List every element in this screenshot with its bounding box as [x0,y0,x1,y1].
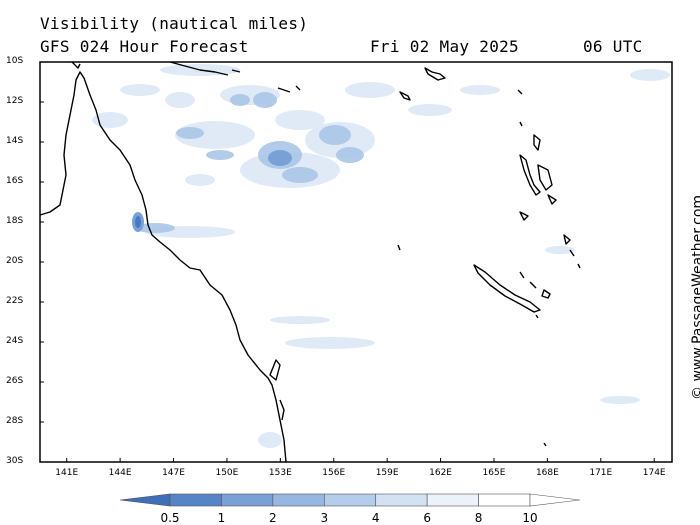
colorbar-label: 10 [522,511,538,525]
colorbar-label: 4 [371,511,380,525]
chart-title: Visibility (nautical miles) [40,14,309,33]
credit-text: © www.PassageWeather.com [690,194,700,400]
forecast-date: Fri 02 May 2025 [370,37,519,56]
lat-label-12S: 12S [6,96,24,106]
fog-areas [40,62,672,462]
lon-label-147E: 147E [162,468,185,478]
model-label: GFS 024 Hour Forecast [40,37,249,56]
lon-label-174E: 174E [642,468,666,478]
lat-label-16S: 16S [6,176,24,186]
lon-label-162E: 162E [429,468,452,478]
colorbar [119,493,581,507]
lon-label-156E: 156E [322,468,346,478]
lat-label-26S: 26S [6,376,24,386]
colorbar-segment [221,493,274,507]
coastline [39,61,581,463]
lat-label-22S: 22S [6,296,24,306]
lat-label-30S: 30S [6,456,24,466]
lat-label-20S: 20S [6,256,24,266]
colorbar-arrow-right [529,493,581,507]
colorbar-arrow-left [119,493,171,507]
colorbar-segment [169,493,222,507]
lat-label-10S: 10S [6,56,24,66]
lat-label-18S: 18S [6,216,24,226]
lat-label-28S: 28S [6,416,24,426]
axis-ticks [40,61,655,463]
colorbar-label: 1 [217,511,226,525]
lon-label-150E: 150E [215,468,239,478]
colorbar-segment [375,493,428,507]
colorbar-label: 6 [423,511,431,525]
colorbar-segment [272,493,325,507]
colorbar-segment [426,493,479,507]
colorbar-label: 8 [474,511,483,525]
lat-label-14S: 14S [6,136,24,146]
colorbar-label: 0.5 [160,511,180,525]
colorbar-label: 2 [269,511,277,525]
lon-label-144E: 144E [108,468,132,478]
lon-label-141E: 141E [55,468,79,478]
lon-label-165E: 165E [482,468,506,478]
lon-label-168E: 168E [535,468,559,478]
colorbar-segment [478,493,531,507]
forecast-time: 06 UTC [583,37,643,56]
lat-label-24S: 24S [6,336,24,346]
colorbar-label: 3 [320,511,329,525]
lon-label-159E: 159E [375,468,399,478]
lon-label-153E: 153E [268,468,292,478]
lon-label-171E: 171E [589,468,613,478]
colorbar-segment [323,493,377,507]
